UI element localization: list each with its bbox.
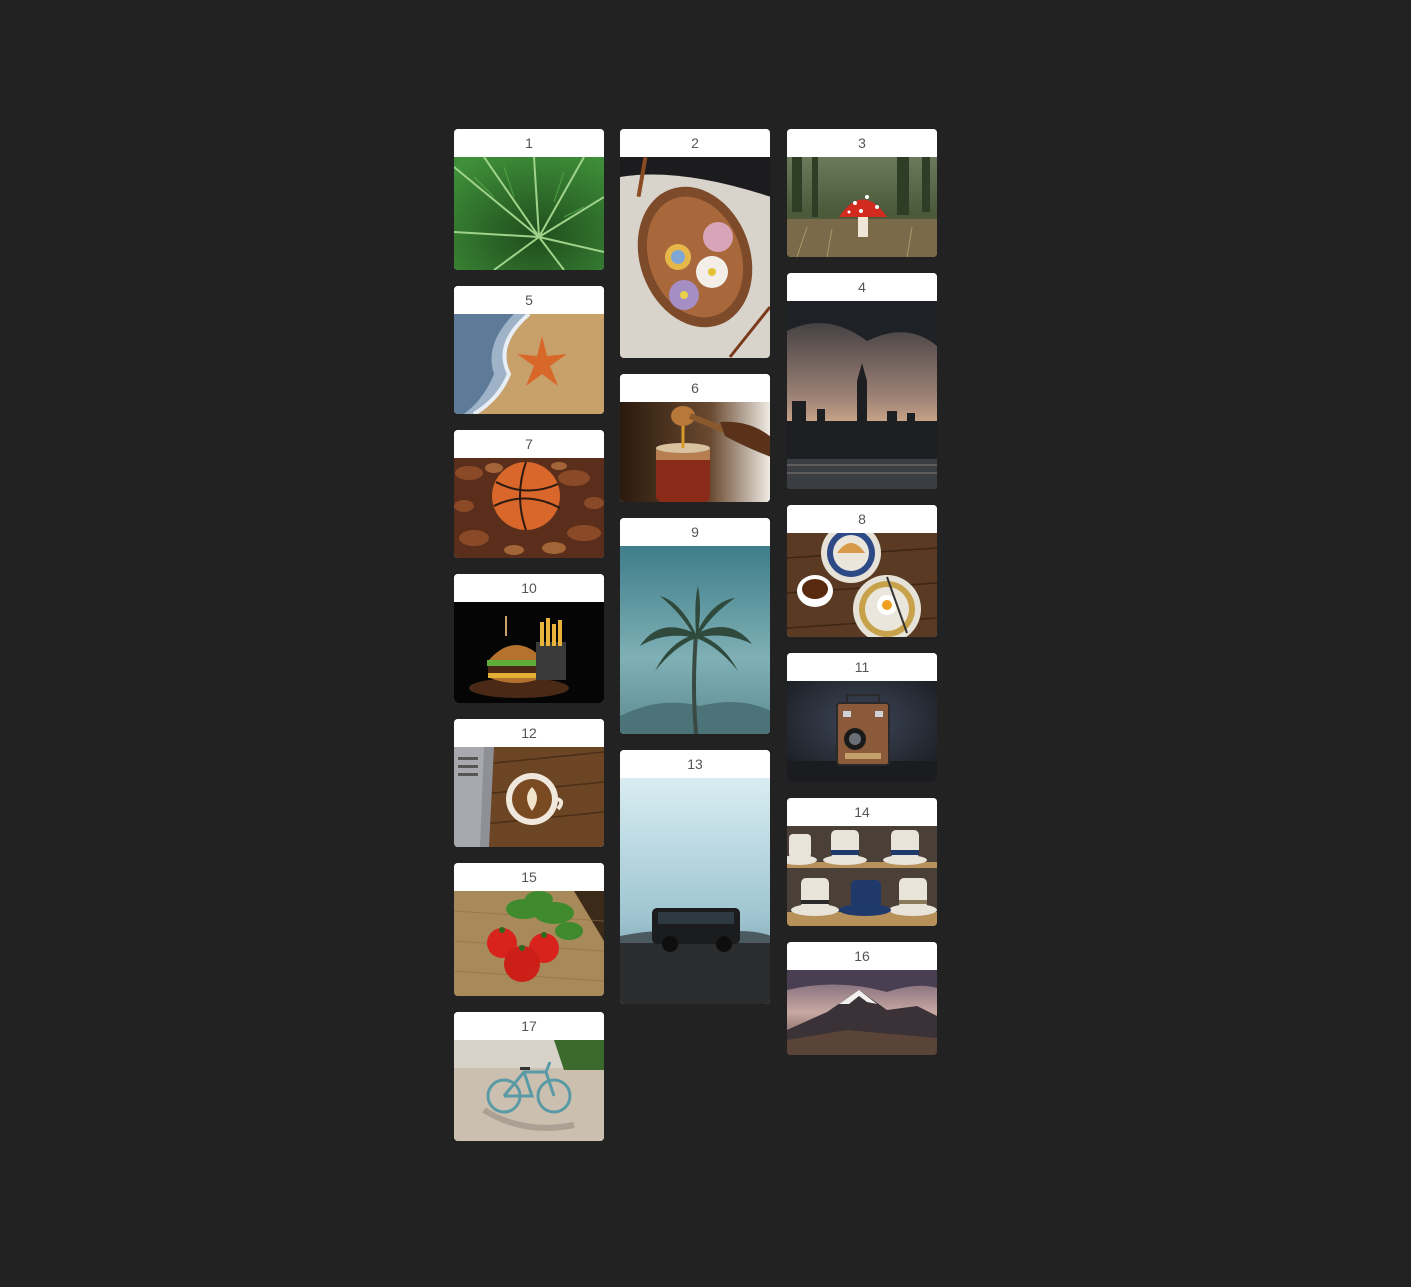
card-number-label: 7 (454, 430, 604, 458)
card-number-label: 17 (454, 1012, 604, 1040)
card-number-label: 16 (787, 942, 937, 970)
gallery-card-17[interactable]: 17 (454, 1012, 604, 1141)
gallery-card-3[interactable]: 3 (787, 129, 937, 257)
gallery-card-13[interactable]: 13 (620, 750, 770, 1004)
card-number-label: 6 (620, 374, 770, 402)
gallery-card-10[interactable]: 10 (454, 574, 604, 703)
gallery-card-12[interactable]: 12 (454, 719, 604, 847)
gallery-card-11[interactable]: 11 (787, 653, 937, 782)
tomatoes-basil-photo (454, 891, 604, 996)
latte-laptop-photo (454, 747, 604, 847)
card-number-label: 15 (454, 863, 604, 891)
starfish-beach-photo (454, 314, 604, 414)
card-number-label: 11 (787, 653, 937, 681)
mountain-peak-photo (787, 970, 937, 1055)
card-number-label: 12 (454, 719, 604, 747)
gallery-card-7[interactable]: 7 (454, 430, 604, 558)
burger-fries-photo (454, 602, 604, 703)
gallery-card-8[interactable]: 8 (787, 505, 937, 637)
van-road-photo (620, 778, 770, 1004)
red-mushroom-photo (787, 157, 937, 257)
gallery-card-4[interactable]: 4 (787, 273, 937, 489)
fern-leaf-photo (454, 157, 604, 270)
card-number-label: 4 (787, 273, 937, 301)
gallery-card-5[interactable]: 5 (454, 286, 604, 414)
masonry-gallery: 1 5 (454, 129, 937, 1141)
gallery-card-14[interactable]: 14 (787, 798, 937, 926)
wagashi-plate-photo (620, 157, 770, 358)
gallery-card-9[interactable]: 9 (620, 518, 770, 734)
gallery-card-15[interactable]: 15 (454, 863, 604, 996)
breakfast-table-photo (787, 533, 937, 637)
card-number-label: 2 (620, 129, 770, 157)
basketball-leaves-photo (454, 458, 604, 558)
gallery-card-2[interactable]: 2 (620, 129, 770, 358)
honey-jar-photo (620, 402, 770, 502)
palm-tree-photo (620, 546, 770, 734)
card-number-label: 9 (620, 518, 770, 546)
gallery-card-1[interactable]: 1 (454, 129, 604, 270)
card-number-label: 14 (787, 798, 937, 826)
vintage-camera-photo (787, 681, 937, 782)
gallery-card-6[interactable]: 6 (620, 374, 770, 502)
bicycle-photo (454, 1040, 604, 1141)
card-number-label: 8 (787, 505, 937, 533)
card-number-label: 13 (620, 750, 770, 778)
big-ben-london-photo (787, 301, 937, 489)
gallery-card-16[interactable]: 16 (787, 942, 937, 1055)
card-number-label: 5 (454, 286, 604, 314)
hats-shelf-photo (787, 826, 937, 926)
card-number-label: 1 (454, 129, 604, 157)
card-number-label: 3 (787, 129, 937, 157)
card-number-label: 10 (454, 574, 604, 602)
